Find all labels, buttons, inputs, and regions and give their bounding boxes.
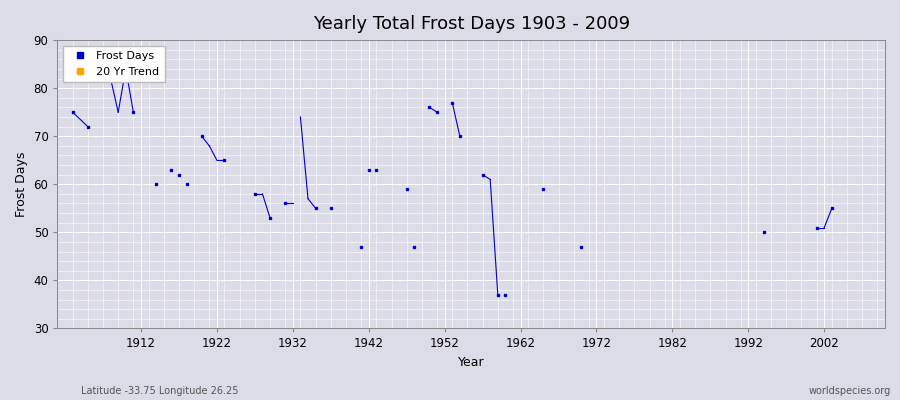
Legend: Frost Days, 20 Yr Trend: Frost Days, 20 Yr Trend [63,46,165,82]
Title: Yearly Total Frost Days 1903 - 2009: Yearly Total Frost Days 1903 - 2009 [312,15,630,33]
X-axis label: Year: Year [458,356,484,369]
Y-axis label: Frost Days: Frost Days [15,152,28,217]
Text: worldspecies.org: worldspecies.org [809,386,891,396]
Text: Latitude -33.75 Longitude 26.25: Latitude -33.75 Longitude 26.25 [81,386,239,396]
